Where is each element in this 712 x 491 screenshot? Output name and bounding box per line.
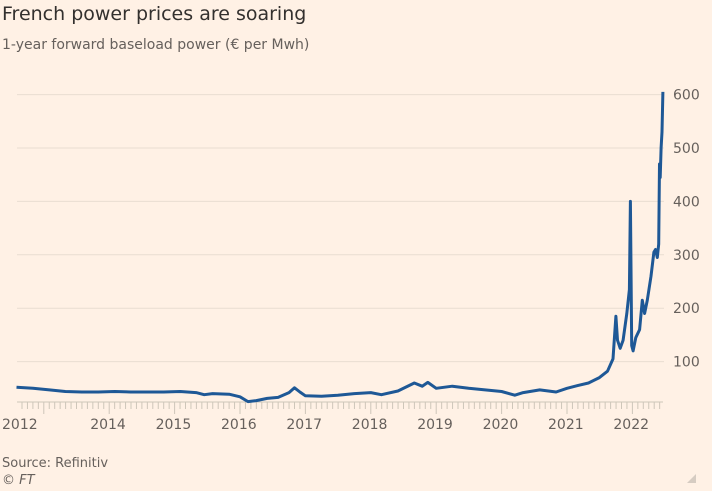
x-tick-label: 2012 (2, 417, 38, 433)
series-line (16, 91, 665, 404)
copyright-note: © FT (2, 473, 35, 488)
x-tick-label: 2022 (613, 417, 649, 433)
source-note: Source: Refinitiv (2, 456, 109, 471)
y-tick-label: 500 (673, 141, 700, 157)
x-tick-label: 2019 (417, 417, 453, 433)
x-tick-label: 2017 (286, 417, 322, 433)
resize-handle-icon[interactable] (687, 474, 696, 483)
x-tick-label: 2018 (352, 417, 388, 433)
y-tick-label: 400 (673, 194, 700, 210)
x-tick-label: 2021 (548, 417, 584, 433)
x-tick-label: 2014 (90, 417, 126, 433)
chart-subtitle: 1-year forward baseload power (€ per Mwh… (2, 37, 310, 53)
x-tick-label: 2016 (221, 417, 257, 433)
y-tick-label: 200 (673, 301, 700, 317)
y-tick-label: 300 (673, 248, 700, 264)
chart-title: French power prices are soaring (2, 3, 307, 25)
y-tick-label: 100 (673, 355, 700, 371)
x-tick-label: 2020 (483, 417, 519, 433)
x-tick-label: 2015 (156, 417, 192, 433)
y-tick-label: 600 (673, 88, 700, 104)
